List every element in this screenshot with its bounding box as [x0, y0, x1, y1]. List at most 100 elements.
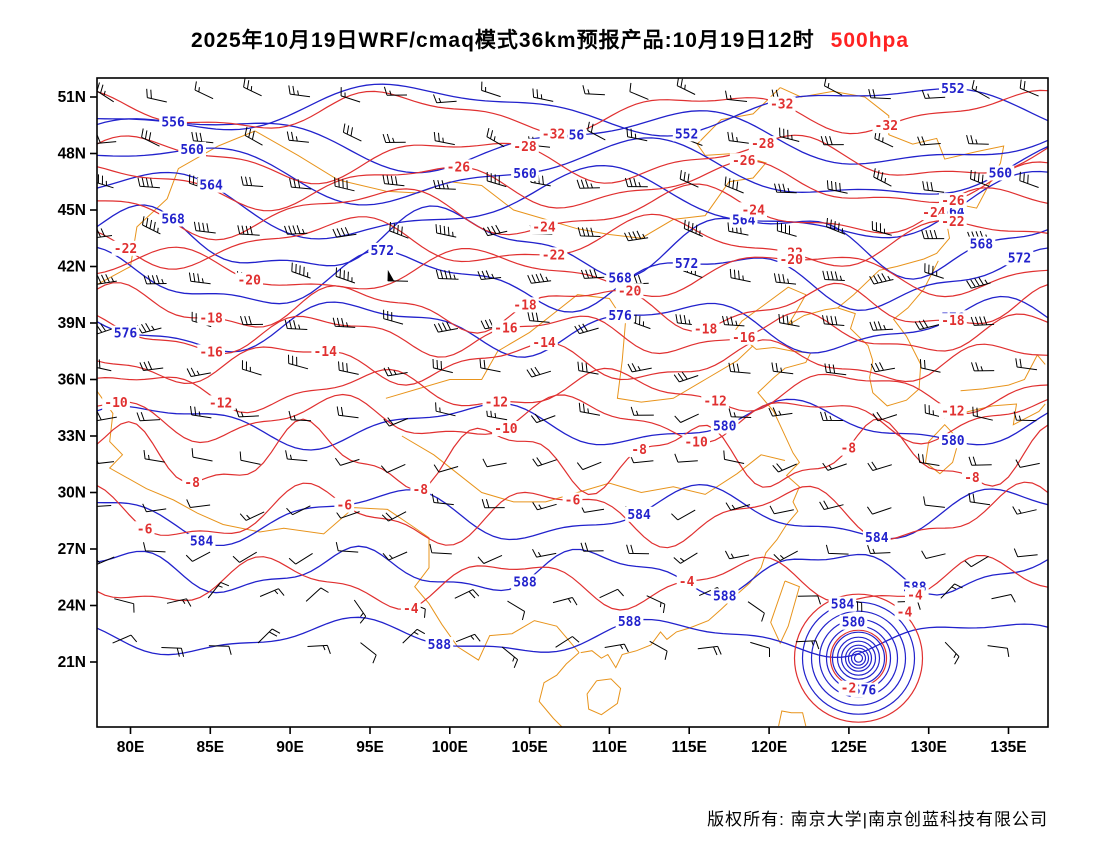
contour-label-bg [492, 320, 520, 336]
wind-barb [773, 550, 798, 562]
contour-label-bg [615, 614, 644, 630]
wind-barb [676, 78, 696, 95]
wind-barb [576, 179, 600, 189]
lat-tick-label: 45N [58, 202, 86, 219]
typhoon-height-ring [850, 650, 867, 666]
contour-label-bg [206, 395, 235, 411]
wind-barb [191, 448, 213, 462]
contour-label-bg [777, 252, 806, 268]
lat-tick-label: 21N [58, 654, 86, 671]
wind-barb [673, 371, 699, 383]
contour-label: 564 [732, 214, 756, 229]
wind-barb [530, 413, 556, 424]
wind-barb [555, 636, 580, 648]
coastline [385, 294, 754, 403]
wind-barb [574, 323, 599, 335]
contour-label-bg [939, 313, 967, 329]
wind-barb [402, 628, 426, 644]
contour-label: -26 [732, 154, 756, 169]
wind-barb [867, 544, 891, 554]
chart-title-main: 2025年10月19日WRF/cmaq模式36km预报产品:10月19日12时 [190, 29, 815, 52]
wind-barb [486, 172, 507, 188]
wind-barb [383, 309, 404, 325]
coastline [960, 354, 1046, 392]
contour-label: -6 [336, 499, 352, 514]
contour-label-bg [672, 126, 701, 142]
contour-label: 572 [675, 257, 698, 272]
wind-barb [146, 88, 167, 103]
wind-barb [971, 79, 990, 99]
contour-label: -8 [631, 443, 647, 458]
wind-barb [822, 270, 845, 281]
wind-barb [768, 407, 793, 417]
wind-barb [481, 81, 501, 98]
temp-contour--8 [97, 418, 1048, 496]
wind-barb [914, 319, 940, 330]
contour-label: -12 [485, 395, 508, 410]
lat-tick-label: 33N [58, 428, 86, 445]
wind-barb [383, 366, 408, 377]
contour-label-bg [235, 272, 263, 288]
wind-barb [674, 413, 699, 423]
contour-label: -12 [703, 395, 726, 410]
chart-title: 2025年10月19日WRF/cmaq模式36km预报产品:10月19日12时 5… [0, 24, 1100, 54]
contour-label-bg [492, 421, 520, 436]
wind-barb [291, 262, 311, 279]
contour-label-bg [838, 680, 859, 696]
contour-label: -4 [403, 602, 419, 617]
coastline [538, 652, 580, 727]
wind-barb [869, 321, 893, 331]
typhoon-temp-ring [829, 629, 888, 687]
contour-label: 568 [970, 238, 994, 253]
contour-label-bg [729, 153, 758, 169]
contour-label-bg [311, 343, 340, 359]
wind-barb [185, 551, 211, 562]
wind-barb [924, 404, 945, 419]
wind-barb [578, 402, 600, 416]
wind-barb [431, 493, 454, 506]
wind-barb [722, 315, 745, 327]
contour-label-bg [625, 506, 653, 522]
contour-label: -16 [494, 321, 518, 336]
contour-label-bg [482, 394, 511, 410]
contour-label-bg [629, 442, 649, 458]
wind-barb [1013, 411, 1037, 422]
contour-label: 584 [627, 508, 651, 523]
wind-barb [97, 274, 117, 285]
wind-barb [381, 511, 407, 522]
contour-label: -4 [907, 589, 923, 604]
wind-barb [244, 126, 263, 146]
wind-barb [507, 600, 526, 621]
contour-label-bg [894, 604, 915, 620]
wind-barb [454, 589, 480, 599]
wind-barb [576, 461, 602, 471]
wind-barb [599, 588, 624, 599]
wind-barb [532, 502, 557, 511]
contour-label-bg [839, 614, 868, 630]
contour-label-bg [729, 329, 758, 345]
contour-label: 560 [180, 143, 204, 158]
contour-label-bg [410, 482, 431, 498]
contour-label: -22 [941, 215, 964, 230]
wind-barb [626, 127, 648, 142]
wind-barb [288, 552, 313, 565]
lat-tick-label: 39N [58, 315, 86, 332]
wind-barb [334, 177, 355, 192]
wind-barb [235, 408, 259, 418]
wind-barb [626, 544, 650, 555]
contour-label-bg [905, 587, 925, 603]
wind-barb [481, 499, 505, 509]
contour-label: -16 [732, 331, 756, 346]
coastline [254, 87, 781, 239]
wind-barb [243, 78, 262, 97]
contour-label-bg [134, 521, 155, 537]
typhoon-height-ring [836, 636, 881, 680]
typhoon-height-ring [825, 625, 892, 691]
wind-barb [1019, 171, 1039, 188]
wind-barb [240, 176, 264, 187]
wind-barb [871, 221, 892, 236]
wind-barb [1015, 459, 1040, 468]
wind-barb [340, 87, 361, 103]
